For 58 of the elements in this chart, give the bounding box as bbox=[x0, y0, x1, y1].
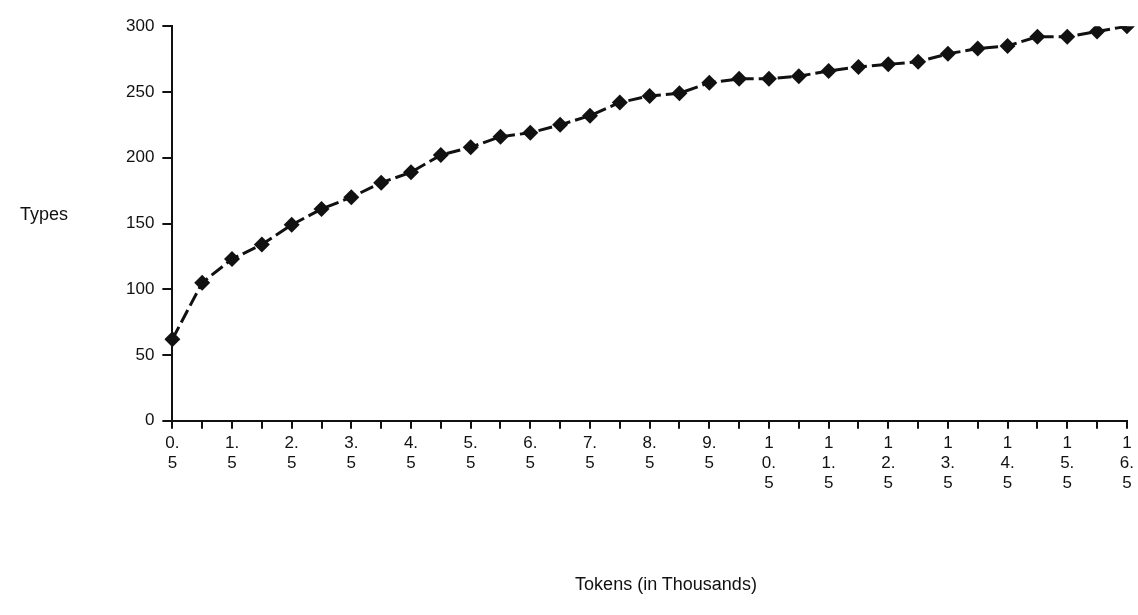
x-tick-label: 2.5 bbox=[284, 432, 299, 473]
point bbox=[760, 70, 777, 87]
point bbox=[373, 174, 390, 191]
point bbox=[552, 116, 569, 133]
point bbox=[850, 58, 867, 75]
point bbox=[403, 164, 419, 181]
x-tick-label: 11.5 bbox=[821, 432, 836, 493]
y-tick-label: 150 bbox=[125, 213, 155, 233]
x-tick-label: 16.5 bbox=[1119, 432, 1134, 493]
x-tick-label: 14.5 bbox=[1000, 432, 1015, 493]
point bbox=[343, 189, 360, 206]
point bbox=[611, 94, 628, 111]
x-tick-label: 8.5 bbox=[642, 432, 657, 473]
y-tick-label: 100 bbox=[125, 278, 155, 298]
point bbox=[224, 251, 241, 268]
point bbox=[820, 62, 837, 79]
x-tick-label: 12.5 bbox=[881, 432, 896, 493]
point bbox=[462, 139, 479, 156]
point bbox=[969, 40, 986, 57]
x-tick-label: 10.5 bbox=[761, 432, 777, 493]
point bbox=[671, 85, 688, 102]
point bbox=[194, 274, 211, 291]
y-axis-title: Types bbox=[20, 204, 69, 225]
x-tick-label: 13.5 bbox=[940, 432, 956, 493]
y-tick-label: 50 bbox=[135, 344, 155, 364]
point bbox=[1029, 28, 1046, 45]
point bbox=[701, 74, 718, 91]
point bbox=[731, 70, 748, 87]
y-tick-label: 250 bbox=[125, 81, 155, 101]
point bbox=[790, 68, 807, 85]
x-tick-label: 5.5 bbox=[463, 432, 478, 473]
x-tick-label: 1.5 bbox=[224, 432, 240, 473]
point bbox=[880, 56, 897, 73]
point bbox=[432, 147, 449, 164]
point bbox=[1089, 26, 1106, 40]
point bbox=[939, 45, 956, 62]
point bbox=[492, 128, 509, 145]
point bbox=[522, 124, 539, 141]
x-tick-label: 9.5 bbox=[702, 432, 717, 473]
x-tick-label: 0.5 bbox=[165, 432, 180, 473]
y-tick-label: 300 bbox=[125, 15, 155, 35]
point bbox=[581, 107, 598, 124]
point bbox=[910, 53, 927, 70]
point bbox=[283, 216, 300, 233]
x-axis-title: Tokens (in Thousands) bbox=[574, 574, 758, 595]
point bbox=[253, 236, 270, 253]
x-tick-label: 4.5 bbox=[403, 432, 419, 473]
point bbox=[164, 331, 181, 348]
x-tick-label: 7.5 bbox=[582, 432, 598, 473]
point bbox=[1059, 28, 1076, 45]
point bbox=[999, 37, 1016, 54]
y-tick-label: 0 bbox=[144, 410, 155, 430]
x-tick-label: 3.5 bbox=[344, 432, 359, 473]
x-tick-label: 15.5 bbox=[1060, 432, 1075, 493]
point bbox=[641, 87, 658, 104]
y-tick-label: 200 bbox=[125, 147, 155, 167]
point bbox=[313, 201, 330, 218]
x-tick-label: 6.5 bbox=[523, 432, 538, 473]
